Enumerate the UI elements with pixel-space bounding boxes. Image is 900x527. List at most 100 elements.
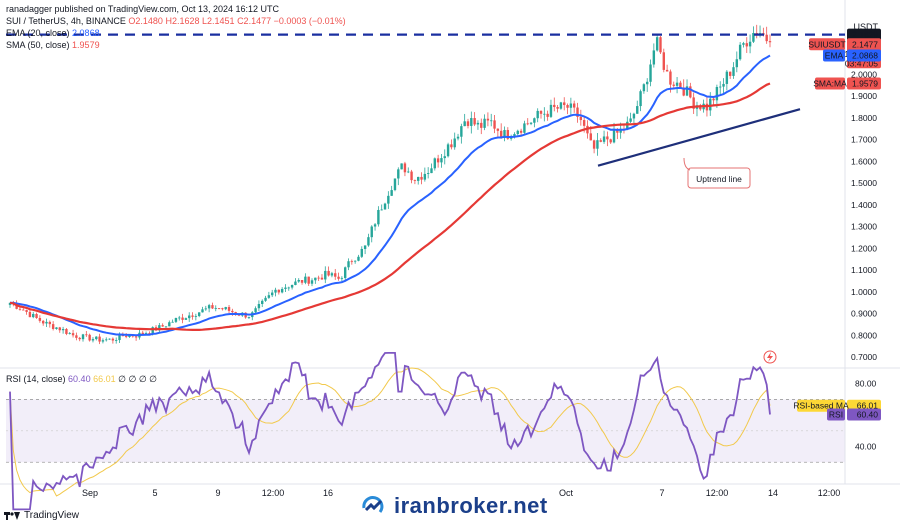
candle-body	[204, 308, 208, 310]
candle-body	[25, 310, 28, 312]
rsi-tick-label: 40.00	[855, 442, 877, 452]
candle-body	[310, 280, 314, 284]
candle-body	[307, 276, 310, 284]
candle-body	[108, 338, 111, 340]
candle-body	[75, 335, 78, 338]
candle-body	[655, 37, 659, 51]
candle-body	[543, 113, 546, 115]
candle-body	[290, 285, 294, 288]
candle-body	[48, 321, 52, 325]
candle-body	[387, 195, 390, 204]
candle-body	[211, 305, 214, 309]
candle-body	[516, 130, 519, 135]
lightning-icon	[767, 352, 773, 362]
rsi-name-tag-text: RSI	[829, 410, 843, 420]
candle-body	[171, 321, 174, 323]
candle-body	[194, 315, 198, 317]
candle-body	[197, 312, 201, 316]
time-tick-label: 9	[215, 488, 220, 498]
candle-body	[360, 248, 363, 257]
candle-body	[390, 190, 393, 196]
candle-body	[672, 84, 675, 86]
candle-body	[247, 317, 251, 318]
candle-body	[443, 156, 446, 159]
candle-body	[101, 340, 105, 342]
candle-body	[480, 122, 483, 128]
rsi-tag-bg	[847, 408, 881, 421]
ema-name-tag-bg	[823, 49, 845, 62]
rsi-legend-tail: ∅ ∅ ∅ ∅	[118, 374, 158, 384]
candle-body	[748, 41, 752, 47]
candle-body	[549, 104, 553, 117]
candle-body	[446, 144, 450, 157]
candle-body	[423, 173, 427, 180]
candle-body	[55, 327, 58, 329]
candle-body	[745, 43, 748, 47]
candle-body	[174, 317, 178, 322]
price-tick-label: 1.7000	[851, 135, 877, 145]
candle-body	[503, 130, 506, 138]
publisher-text: ranadagger published on TradingView.com,…	[6, 4, 280, 14]
events-icon	[763, 350, 777, 364]
candle-body	[343, 267, 347, 278]
candle-body	[207, 305, 211, 309]
time-tick-label: Sep	[82, 488, 98, 498]
candle-body	[649, 64, 652, 82]
price-tick-label: 0.9000	[851, 309, 877, 319]
candle-body	[536, 110, 539, 119]
candle-body	[397, 169, 400, 179]
candle-body	[626, 121, 629, 130]
candle-body	[765, 34, 768, 42]
candle-body	[377, 209, 380, 225]
candle-body	[95, 336, 98, 340]
rsi-legend-label: RSI (14, close)	[6, 374, 66, 384]
candle-body	[596, 140, 599, 149]
candle-body	[496, 128, 500, 131]
candle-body	[111, 338, 115, 341]
price-tick-label: 1.4000	[851, 200, 877, 210]
candle-body	[35, 313, 38, 319]
candle-body	[523, 123, 526, 133]
candle-body	[217, 308, 221, 309]
candle-body	[373, 224, 377, 227]
price-tick-label: 0.8000	[851, 330, 877, 340]
ohlc-high: H2.1628	[165, 16, 200, 26]
candle-body	[168, 322, 171, 327]
candle-body	[184, 318, 188, 320]
candle-body	[526, 123, 529, 125]
candle-body	[324, 270, 327, 280]
ema-name-tag-text: EMA	[825, 50, 844, 60]
time-tick-label: Oct	[559, 488, 574, 498]
price-tick-label: 1.0000	[851, 287, 877, 297]
candle-body	[642, 84, 646, 92]
candle-body	[460, 126, 463, 137]
candle-body	[572, 103, 576, 108]
candle-body	[692, 97, 695, 109]
candle-body	[151, 327, 154, 334]
candle-body	[214, 308, 217, 309]
candle-body	[224, 307, 227, 310]
candle-body	[576, 107, 579, 117]
candle-body	[689, 86, 692, 98]
candle-body	[719, 86, 722, 88]
candle-body	[499, 130, 503, 138]
candle-body	[652, 50, 656, 65]
ema-tag-bg	[847, 49, 881, 62]
candle-body	[450, 144, 453, 148]
time-tick-label: 14	[768, 488, 778, 498]
price-tick-label: 1.1000	[851, 265, 877, 275]
candle-body	[81, 334, 85, 340]
resistance-tag-text: 2.1829	[852, 30, 878, 40]
candle-body	[134, 336, 138, 338]
candle-body	[453, 138, 456, 148]
candle-body	[589, 133, 592, 141]
candle-body	[264, 297, 267, 301]
candle-body	[18, 308, 22, 310]
candle-body	[476, 122, 480, 125]
candle-body	[685, 86, 689, 96]
publisher-line: ranadagger published on TradingView.com,…	[6, 4, 279, 14]
candle-body	[506, 130, 510, 139]
candle-body	[320, 277, 324, 280]
resistance-tag-bg	[847, 28, 881, 41]
